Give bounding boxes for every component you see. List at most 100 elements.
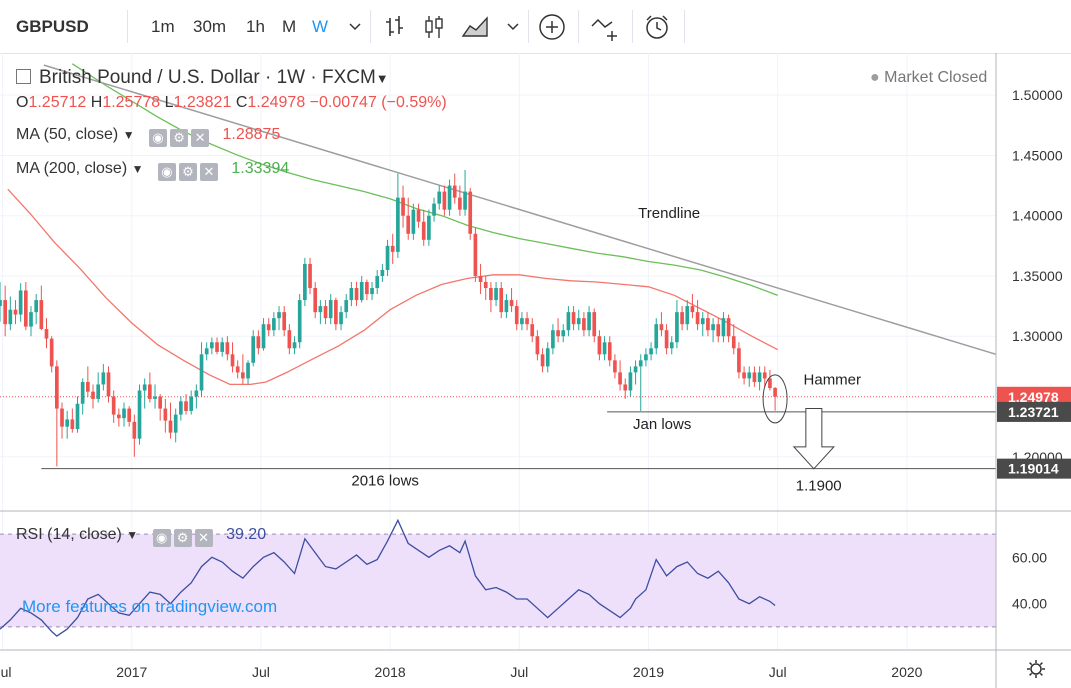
eye-icon[interactable]: ◉ — [152, 529, 171, 547]
chevron-down-icon[interactable] — [498, 12, 528, 42]
ohlc-close: 1.24978 — [247, 94, 306, 111]
interval-1h[interactable]: 1h — [246, 17, 265, 36]
candle-body — [55, 366, 59, 409]
candle-body — [396, 197, 400, 252]
ohlc-c-label: C — [235, 94, 248, 111]
candle-body — [323, 306, 328, 319]
chevron-down-icon[interactable]: ▼ — [122, 128, 135, 142]
candle-body — [137, 390, 142, 439]
candle-body — [334, 300, 338, 325]
add-indicator-icon[interactable] — [537, 12, 567, 42]
candle-body — [468, 191, 473, 234]
candle-body — [525, 318, 529, 325]
price-chart[interactable]: Trendline Hammer 1.1900 Jan lows 2016 lows 1… — [0, 53, 1071, 688]
ma200-legend[interactable]: MA (200, close) ▼ ◉ ⚙ ✕ 1.33394 — [16, 160, 289, 181]
candle-body — [380, 269, 385, 276]
candle-body — [416, 209, 421, 222]
candle-body — [101, 372, 106, 385]
close-icon[interactable]: ✕ — [199, 163, 218, 181]
time-tick-label: Jul — [252, 664, 270, 680]
close-icon[interactable]: ✕ — [191, 129, 210, 147]
time-tick-label: Jul — [510, 664, 528, 680]
candle-body — [587, 312, 591, 331]
settings-icon[interactable]: ⚙ — [173, 529, 192, 547]
down-arrow-icon — [792, 408, 835, 470]
candle-body — [91, 391, 95, 399]
close-icon[interactable]: ✕ — [194, 529, 213, 547]
axes: 1.500001.450001.400001.350001.300001.200… — [0, 53, 1071, 688]
candle-body — [721, 318, 726, 337]
candle-body — [75, 403, 80, 430]
candle-body — [690, 306, 695, 313]
price-tick-label: 1.45000 — [1012, 147, 1063, 163]
rsi-series — [0, 518, 776, 637]
symbol-search[interactable]: GBPUSD — [16, 17, 89, 36]
candle-body — [731, 336, 736, 349]
candle-body — [607, 342, 612, 361]
chevron-down-icon[interactable]: ▼ — [375, 71, 389, 86]
candle-body — [194, 390, 199, 397]
settings-gear-icon[interactable] — [1025, 658, 1047, 680]
ma50-line — [7, 188, 779, 386]
chevron-down-icon[interactable]: ▼ — [126, 528, 139, 542]
rsi-legend[interactable]: RSI (14, close) ▼ ◉ ⚙ ✕ 39.20 — [16, 526, 266, 547]
eye-icon[interactable]: ◉ — [149, 129, 168, 147]
price-tick-label: 1.30000 — [1012, 328, 1063, 344]
chevron-down-icon[interactable] — [340, 12, 370, 42]
settings-icon[interactable]: ⚙ — [178, 163, 197, 181]
last-price-label-bg — [997, 386, 1071, 407]
rsi-band-fill — [0, 534, 996, 627]
rsi-tick-label: 60.00 — [1012, 549, 1047, 565]
candle-body — [623, 384, 628, 391]
ma50-legend[interactable]: MA (50, close) ▼ ◉ ⚙ ✕ 1.28875 — [16, 126, 280, 147]
candle-body — [13, 309, 18, 315]
candle-body — [747, 372, 752, 379]
toolbar-divider — [632, 10, 633, 43]
candle-body — [700, 318, 705, 325]
candle-body — [49, 338, 54, 367]
candle-body — [318, 306, 323, 313]
eye-icon[interactable]: ◉ — [157, 163, 176, 181]
settings-icon[interactable]: ⚙ — [170, 129, 189, 147]
watermark-link[interactable]: More features on tradingview.com — [22, 597, 278, 616]
candle-body — [427, 215, 431, 240]
candle-body — [582, 318, 586, 331]
candle-body — [768, 378, 772, 389]
candle-body — [489, 288, 493, 301]
chevron-down-icon[interactable]: ▼ — [131, 162, 144, 176]
ohlc-change: −0.00747 (−0.59%) — [309, 94, 447, 111]
top-toolbar: GBPUSD 1m 30m 1h M W — [0, 0, 1071, 54]
candle-body — [504, 300, 509, 313]
interval-30m[interactable]: 30m — [193, 17, 227, 36]
horizontal-levels — [0, 396, 996, 470]
candle-body — [220, 342, 225, 352]
compare-icon[interactable] — [590, 12, 620, 42]
candle-body — [127, 408, 132, 422]
level-price-label-bg — [997, 401, 1071, 422]
candle-body — [117, 414, 121, 419]
annotation-target: 1.1900 — [796, 478, 842, 495]
last-price-label: 1.24978 — [1008, 389, 1059, 405]
collapse-legend-icon[interactable] — [16, 69, 31, 84]
candle-body — [24, 290, 28, 327]
interval-w[interactable]: W — [312, 17, 329, 36]
market-status-text: Market Closed — [884, 69, 988, 86]
candle-body — [375, 275, 380, 289]
ohlc-l-label: L — [164, 94, 174, 111]
interval-m[interactable]: M — [282, 17, 297, 36]
candles-icon[interactable] — [419, 12, 449, 42]
ohlc-low: 1.23821 — [173, 94, 232, 111]
area-chart-icon[interactable] — [460, 12, 490, 42]
candle-body — [716, 324, 721, 337]
interval-1m[interactable]: 1m — [151, 17, 175, 36]
bar-chart-icon[interactable] — [380, 12, 410, 42]
time-tick-label: 2020 — [891, 664, 922, 680]
market-status: ● Market Closed — [870, 69, 987, 87]
alert-clock-icon[interactable] — [643, 12, 673, 42]
candle-body — [711, 324, 715, 331]
candle-body — [122, 408, 126, 419]
candle-body — [458, 197, 462, 210]
candle-body — [644, 354, 648, 361]
candle-body — [168, 420, 173, 433]
candle-body — [158, 396, 163, 409]
